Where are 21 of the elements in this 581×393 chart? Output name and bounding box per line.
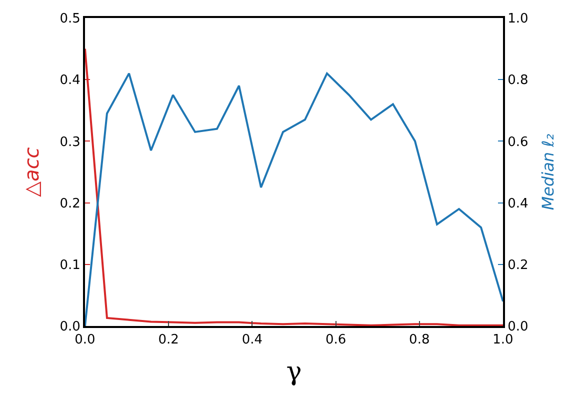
y2-tick-label: 0.2 <box>508 258 528 273</box>
y2-axis-title: Median ℓ₂ <box>538 133 558 210</box>
x-tick-label: 0.2 <box>158 332 179 348</box>
y2-tick-label: 0.0 <box>508 320 528 335</box>
x-tick-label: 0.8 <box>409 332 430 348</box>
y2-tick-label: 1.0 <box>508 12 528 27</box>
y2-tick-label: 0.4 <box>508 196 528 212</box>
x-tick-label: 1.0 <box>492 332 514 348</box>
y-tick-label: 0.3 <box>60 134 80 150</box>
x-tick-label: 0.0 <box>74 332 96 348</box>
y-tick-label: 0.2 <box>60 196 80 212</box>
y-tick-label: 0.0 <box>60 320 80 335</box>
y-tick-label: 0.1 <box>60 258 80 273</box>
x-axis-title: γ <box>286 356 302 387</box>
y-tick-label: 0.5 <box>60 12 80 27</box>
x-tick-label: 0.6 <box>325 332 346 348</box>
y-axis-title: △acc <box>20 147 44 197</box>
y2-tick-label: 0.8 <box>508 73 528 88</box>
y-tick-label: 0.4 <box>60 73 80 88</box>
y2-tick-label: 0.6 <box>508 134 528 150</box>
x-tick-label: 0.4 <box>242 332 263 348</box>
